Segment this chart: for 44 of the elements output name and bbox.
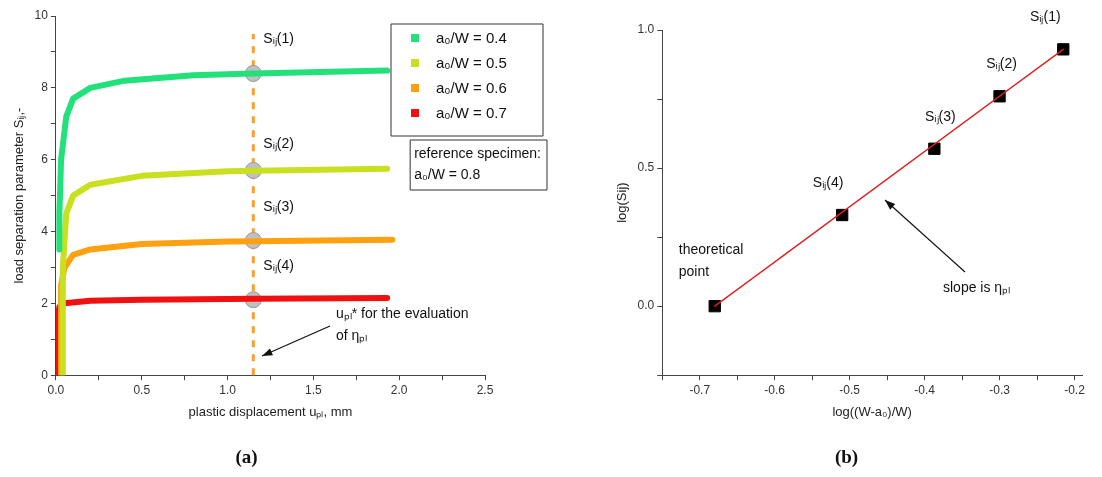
x-axis-title: log((W-a₀)/W): [832, 403, 912, 419]
annotation: Sᵢⱼ(4): [263, 256, 294, 274]
y-tick-label: 4: [41, 223, 49, 238]
x-axis-title: plastic displacement uₚₗ, mm: [188, 403, 353, 420]
annotation: Sᵢⱼ(2): [986, 55, 1017, 73]
x-tick-label: 1.5: [305, 382, 323, 397]
y-tick-label: 0: [41, 367, 49, 382]
annotation: Sᵢⱼ(1): [263, 30, 294, 48]
annotation: theoretical point: [678, 241, 744, 280]
annotation: reference specimen: a₀/W = 0.8: [414, 145, 541, 182]
legend-label: a₀/W = 0.4: [436, 29, 507, 46]
y-tick-label: 0.5: [637, 160, 655, 175]
y-tick-label: 8: [41, 80, 49, 95]
text: (a): [235, 445, 258, 468]
x-tick-label: 2.0: [390, 382, 408, 397]
x-tick-label: 0.5: [133, 382, 151, 397]
x-tick-label: -0.2: [1064, 382, 1086, 397]
text: (b): [834, 445, 859, 468]
y-tick-label: 0.0: [637, 298, 655, 313]
y-tick-label: 2: [41, 295, 49, 310]
x-tick-label: 1.0: [219, 382, 237, 397]
y-tick-label: 10: [34, 8, 49, 23]
legend-label: a₀/W = 0.7: [436, 104, 507, 121]
x-tick-label: -0.6: [764, 382, 786, 397]
x-tick-label: -0.5: [839, 382, 861, 397]
y-axis-title: log(Sij): [614, 182, 630, 223]
point: [708, 300, 721, 313]
legend-label: a₀/W = 0.5: [436, 54, 507, 71]
y-axis-title: load separation parameter Sᵢⱼ,-: [11, 107, 28, 284]
annotation: uₚₗ* for the evaluation of ηₚₗ: [336, 305, 469, 344]
x-tick-label: -0.3: [989, 382, 1011, 397]
annotation: Sᵢⱼ(1): [1029, 8, 1061, 26]
y-tick-label: 1.0: [637, 22, 655, 37]
annotation: Sᵢⱼ(4): [812, 174, 844, 192]
x-tick-label: 2.5: [476, 382, 494, 397]
point: [1057, 43, 1070, 56]
x-tick-label: -0.4: [914, 382, 936, 397]
y-tick-label: 6: [41, 151, 49, 166]
annotation: Sᵢⱼ(3): [925, 107, 956, 125]
annotation: slope is ηₚₗ: [943, 279, 1011, 296]
annotation: Sᵢⱼ(2): [263, 135, 294, 153]
legend-label: a₀/W = 0.6: [436, 79, 507, 96]
x-tick-label: -0.7: [689, 382, 711, 397]
annotation: Sᵢⱼ(3): [263, 197, 294, 215]
